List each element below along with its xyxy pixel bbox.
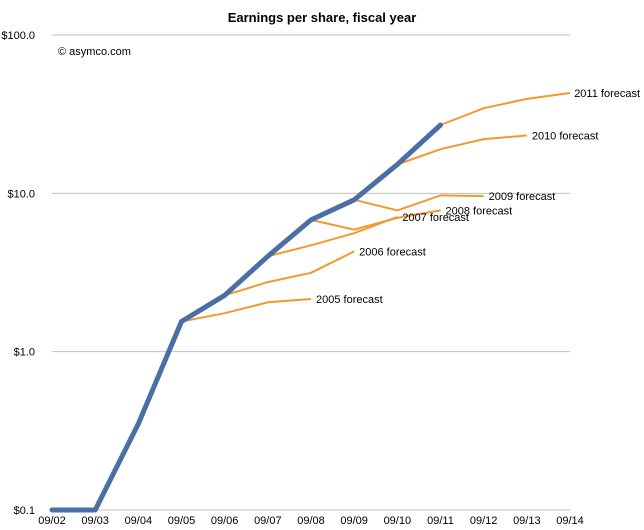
forecast-label: 2010 forecast <box>532 130 599 142</box>
x-tick-label: 09/06 <box>211 515 239 527</box>
actual-eps-line <box>49 122 443 513</box>
x-tick-label: 09/03 <box>81 515 109 527</box>
forecast-series <box>181 92 571 323</box>
y-tick-label: $100.0 <box>1 30 35 42</box>
forecast-label: 2006 forecast <box>359 246 426 258</box>
x-tick-label: 09/10 <box>384 515 412 527</box>
forecast-line-3 <box>267 215 398 258</box>
forecast-label: 2009 forecast <box>489 191 556 203</box>
copyright-annotation: © asymco.com <box>58 46 131 58</box>
x-tick-label: 09/14 <box>556 515 584 527</box>
x-axis-tick-labels: 09/02 09/03 09/04 09/05 09/06 09/07 09/08 09/09… <box>38 515 584 527</box>
x-tick-label: 09/13 <box>513 515 541 527</box>
x-tick-label: 09/07 <box>254 515 282 527</box>
actual-series <box>49 122 443 513</box>
x-tick-label: 09/02 <box>38 515 66 527</box>
forecast-label: 2008 forecast <box>446 205 513 217</box>
y-tick-label: $1.0 <box>14 347 35 359</box>
forecast-label: 2005 forecast <box>316 294 383 306</box>
forecast-label: 2007 forecast <box>402 212 469 224</box>
forecast-label: 2011 forecast <box>574 88 640 100</box>
grid-lines <box>52 34 570 511</box>
x-tick-label: 09/05 <box>168 515 196 527</box>
chart-title: Earnings per share, fiscal year <box>228 10 417 25</box>
forecast-line-5 <box>353 194 484 212</box>
forecast-line-4 <box>310 209 441 231</box>
forecast-line-7 <box>440 92 571 126</box>
y-axis-tick-labels: $0.1 $1.0 $10.0 $100.0 <box>1 30 35 517</box>
y-tick-label: $10.0 <box>7 188 35 200</box>
forecast-line-1 <box>181 298 312 323</box>
x-tick-label: 09/04 <box>125 515 153 527</box>
x-tick-label: 09/11 <box>427 515 454 527</box>
x-tick-label: 09/12 <box>470 515 498 527</box>
forecast-line-6 <box>396 134 527 166</box>
y-tick-label: $0.1 <box>14 505 35 517</box>
x-tick-label: 09/08 <box>297 515 325 527</box>
forecast-line-2 <box>224 250 355 297</box>
x-tick-label: 09/09 <box>340 515 368 527</box>
